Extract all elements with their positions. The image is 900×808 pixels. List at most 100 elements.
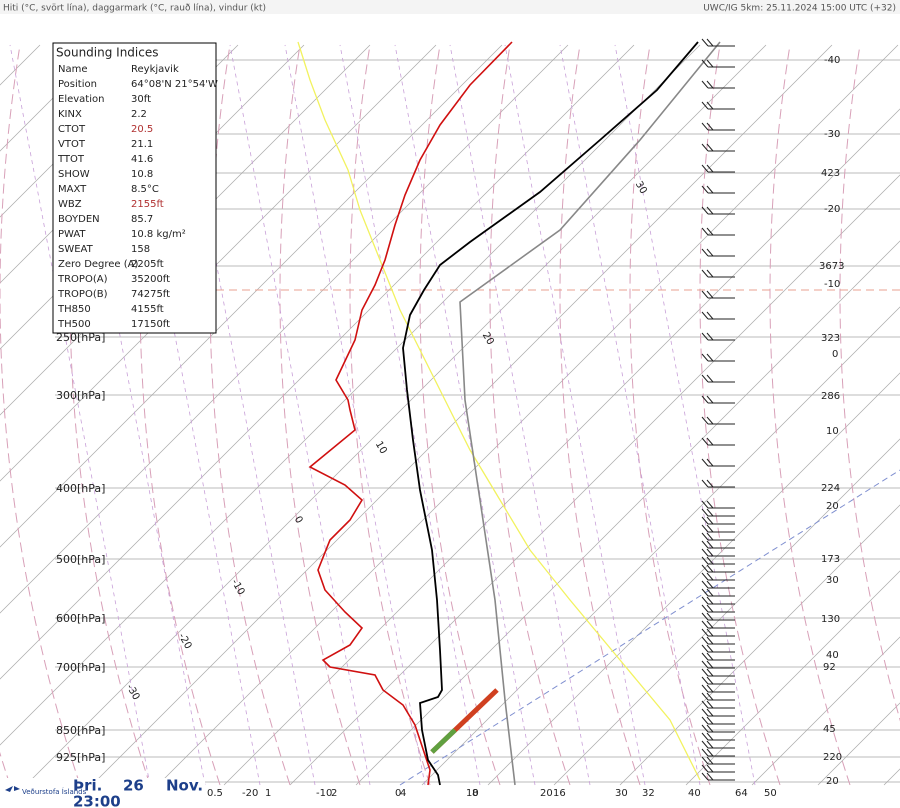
index-value: 2155ft (131, 199, 164, 210)
index-name: TH500 (57, 319, 91, 330)
barb-flag (706, 660, 714, 669)
barb-flag (706, 164, 714, 173)
mixing-ratio (229, 44, 371, 786)
isotherm (553, 438, 900, 786)
barb-flag (701, 524, 709, 533)
barb-flag (706, 395, 714, 404)
barb-flag (706, 59, 714, 68)
bottom-label: 30 (615, 788, 628, 799)
barb-flag (701, 508, 709, 517)
index-name: TROPO(B) (57, 289, 108, 300)
barb-flag (701, 564, 709, 573)
barb-flag (701, 724, 709, 733)
barb-flag (701, 676, 709, 685)
bottom-label: 4 (400, 788, 406, 799)
index-name: VTOT (58, 139, 86, 150)
barb-flag (706, 612, 714, 621)
barb-flag (701, 479, 709, 488)
footer-date: 26 (123, 777, 144, 795)
right-label: 92 (823, 662, 836, 673)
index-value: 10.8 (131, 169, 153, 180)
barb-flag (701, 227, 709, 236)
index-value: 8.5°C (131, 184, 159, 195)
barb-flag (701, 101, 709, 110)
header-bar (0, 0, 900, 14)
isotherm (355, 240, 900, 786)
isotherm (0, 44, 503, 548)
barb-flag (701, 644, 709, 653)
index-name: Zero Degree (A) (58, 259, 139, 270)
logo-text: Veðurstofa Íslands (22, 787, 87, 796)
barb-flag (701, 652, 709, 661)
barb-flag (701, 80, 709, 89)
dry-adiabat (139, 44, 221, 786)
barb-flag (701, 311, 709, 320)
isotherm (0, 44, 569, 614)
dry-adiabat (489, 44, 571, 786)
barb-flag (701, 588, 709, 597)
barb-flag (706, 290, 714, 299)
index-value: 10.8 kg/m² (131, 229, 186, 240)
barb-flag (701, 416, 709, 425)
index-name: SHOW (58, 169, 90, 180)
bottom-label: 2 (331, 788, 337, 799)
barb-flag (706, 353, 714, 362)
barb-flag (701, 290, 709, 299)
dry-adiabat (69, 44, 151, 786)
barb-flag (706, 564, 714, 573)
index-value: 35200ft (131, 274, 170, 285)
barb-flag (701, 604, 709, 613)
index-value: 17150ft (131, 319, 170, 330)
index-value: 30ft (131, 94, 151, 105)
dry-adiabat (279, 44, 361, 786)
mixing-ratio (614, 44, 756, 786)
barb-flag (701, 206, 709, 215)
mixing-ratio (559, 44, 701, 786)
pressure-label: 850[hPa] (56, 724, 105, 737)
pressure-label: 700[hPa] (56, 661, 105, 674)
parcel-curve (297, 41, 701, 781)
dry-adiabat (419, 44, 501, 786)
isotherm (0, 44, 173, 218)
bottom-label: 8 (472, 788, 478, 799)
barb-flag (706, 716, 714, 725)
isotherm (157, 44, 899, 786)
barb-flag (701, 374, 709, 383)
barb-flag (701, 580, 709, 589)
bottom-label: 16 (553, 788, 566, 799)
pressure-label: 925[hPa] (56, 751, 105, 764)
bottom-label: 20 (540, 788, 553, 799)
barb-flag (701, 248, 709, 257)
dry-adiabat (0, 44, 81, 786)
indices-table: Name Reykjavik Position 64°08'N 21°54'W Elev… (57, 64, 218, 330)
barb-flag (701, 764, 709, 773)
right-label: 3673 (819, 261, 844, 272)
index-value: 74275ft (131, 289, 170, 300)
right-label: 0 (832, 349, 838, 360)
blue-dashed-line (399, 469, 900, 786)
barb-flag (701, 500, 709, 509)
header-right: UWC/IG 5km: 25.11.2024 15:00 UTC (+32) (703, 4, 896, 14)
barb-flag (706, 416, 714, 425)
index-value: 158 (131, 244, 150, 255)
barb-flag (701, 716, 709, 725)
barb-flag (701, 122, 709, 131)
footer-bg (0, 778, 205, 808)
pressure-label: 300[hPa] (56, 389, 105, 402)
index-value: 41.6 (131, 154, 153, 165)
index-value: 4155ft (131, 304, 164, 315)
barb-flag (706, 532, 714, 541)
index-value: 85.7 (131, 214, 153, 225)
barb-flag (701, 660, 709, 669)
bottom-label: 50 (764, 788, 777, 799)
bottom-label: 0 (395, 788, 401, 799)
barb-flag (701, 732, 709, 741)
barb-flag (701, 628, 709, 637)
barb-flag (706, 588, 714, 597)
isotherm (619, 504, 900, 786)
right-label: 20 (826, 501, 839, 512)
footer-time: 23:00 (73, 793, 121, 808)
isotherm (685, 570, 900, 786)
index-name: WBZ (58, 199, 82, 210)
barb-flag (701, 458, 709, 467)
